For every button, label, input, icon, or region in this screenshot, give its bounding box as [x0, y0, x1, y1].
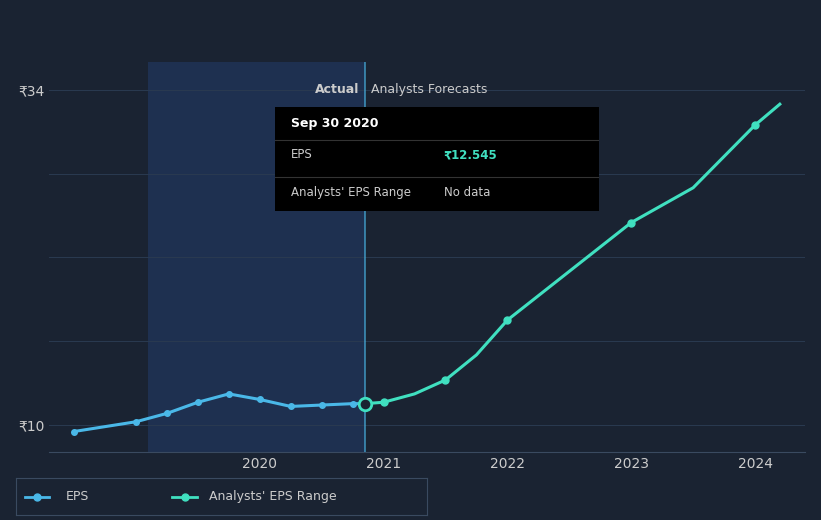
- Text: Analysts' EPS Range: Analysts' EPS Range: [209, 490, 337, 503]
- Text: Analysts Forecasts: Analysts Forecasts: [371, 83, 488, 96]
- Text: Sep 30 2020: Sep 30 2020: [291, 117, 378, 130]
- Bar: [149, 62, 365, 452]
- Text: ₹12.545: ₹12.545: [443, 148, 498, 161]
- Text: No data: No data: [443, 186, 490, 199]
- Text: EPS: EPS: [66, 490, 89, 503]
- Text: Analysts' EPS Range: Analysts' EPS Range: [291, 186, 411, 199]
- Text: Actual: Actual: [314, 83, 359, 96]
- Text: EPS: EPS: [291, 148, 313, 161]
